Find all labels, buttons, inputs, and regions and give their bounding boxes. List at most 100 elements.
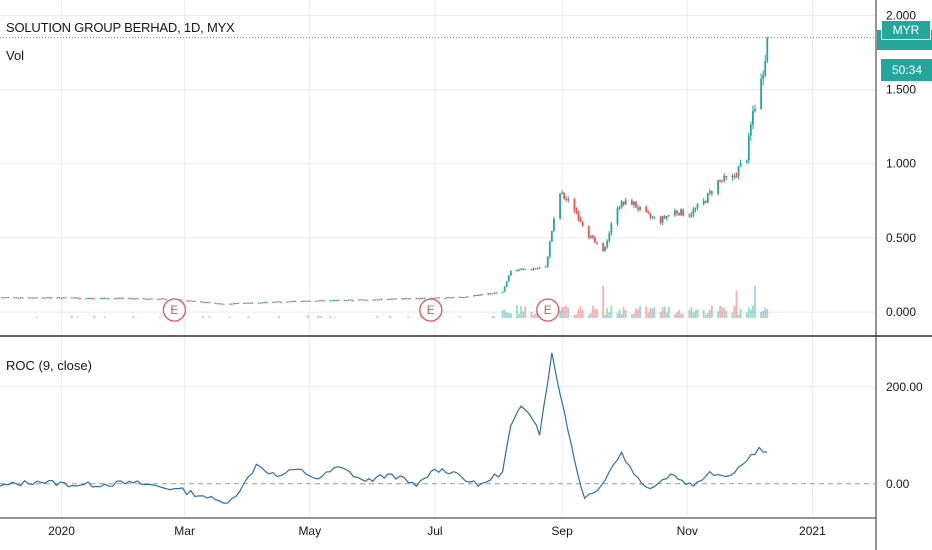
candle-body [230,303,233,305]
candle-body [374,299,377,301]
candle-body [323,300,326,302]
volume-bar [493,316,496,318]
candle-body [524,268,527,270]
volume-bar [721,307,724,318]
candle-body [536,268,539,270]
candle-body [392,298,395,300]
volume-bar [766,309,769,318]
candle-body [565,198,568,200]
candle-body [481,294,484,296]
candle-body [581,221,584,227]
volume-bar [737,314,740,318]
candle-body [544,266,547,268]
candle-body [762,74,765,79]
volume-bar [159,316,161,318]
volume-bar [536,313,539,318]
candle-body [567,199,570,201]
volume-bar [622,306,625,318]
candle-body [577,212,580,220]
candle-body [754,108,756,112]
candle-body [362,299,365,301]
candle-body [739,162,742,167]
volume-bar [747,307,750,318]
candle-body [653,216,656,218]
volume-bar [507,312,510,318]
volume-bar [678,309,680,318]
candle-body [446,297,449,299]
candle-body [29,297,32,299]
volume-bar [610,305,613,318]
candle-body [659,216,662,223]
candle-body [107,298,110,300]
candle-body [333,299,336,301]
candle-body [319,300,321,302]
candle-body [388,298,391,300]
candle-body [745,160,748,163]
candle-body [60,297,63,299]
candle-body [752,111,754,125]
candle-body [616,208,619,224]
volume-bar [682,314,685,318]
volume-bar [620,314,623,318]
candle-body [710,191,713,194]
candle-body [271,301,274,303]
candle-body [376,299,379,301]
candle-body [263,301,266,303]
candle-body [602,242,605,252]
volume-bar [733,305,736,318]
candle-body [680,209,683,216]
candle-body [335,299,338,301]
roc-tick-label: 0.00 [886,477,910,491]
candle-body [93,298,96,300]
candle-body [509,271,512,276]
candle-body [591,235,594,238]
candle-body [682,209,685,216]
candle-body [708,191,711,194]
volume-bar [559,310,561,318]
volume-bar [710,305,713,318]
candle-body [157,298,159,300]
earnings-marker[interactable]: E [162,298,187,322]
volume-bar [723,307,726,318]
candle-body [306,300,309,302]
volume-bar [419,316,422,318]
candle-body [304,300,307,302]
candle-body [620,201,623,208]
candle-body [276,301,278,303]
candle-body [101,297,104,299]
candle-body [99,298,102,300]
candle-body [378,299,381,301]
earnings-marker[interactable]: E [419,298,443,322]
candle-body [429,297,432,299]
candle-body [343,299,346,301]
earnings-marker[interactable]: E [536,298,560,322]
candle-body [559,193,561,219]
candle-body [247,302,250,304]
volume-bar [596,309,598,318]
volume-bar [247,316,250,318]
candle-body [550,230,553,242]
volume-bar [565,305,568,318]
volume-bar [645,306,648,318]
candle-body [725,175,728,178]
volume-bar [573,314,576,318]
candle-body [415,298,418,300]
candle-body [409,298,412,300]
volume-bar [752,305,754,318]
candle-body [185,300,188,302]
candle-body [448,297,451,299]
candle-body [651,216,654,218]
candle-body [50,297,53,299]
chart-title: SOLUTION GROUP BERHAD, 1D, MYX [6,20,235,35]
volume-bar [637,309,639,318]
volume-bar [639,306,641,318]
candle-body [663,216,666,219]
candle-body [434,297,436,299]
volume-bar [530,311,533,318]
candle-body [553,218,555,231]
candle-body [85,298,88,300]
volume-bar [594,309,596,318]
volume-bar [696,309,699,318]
candle-body [639,206,641,210]
